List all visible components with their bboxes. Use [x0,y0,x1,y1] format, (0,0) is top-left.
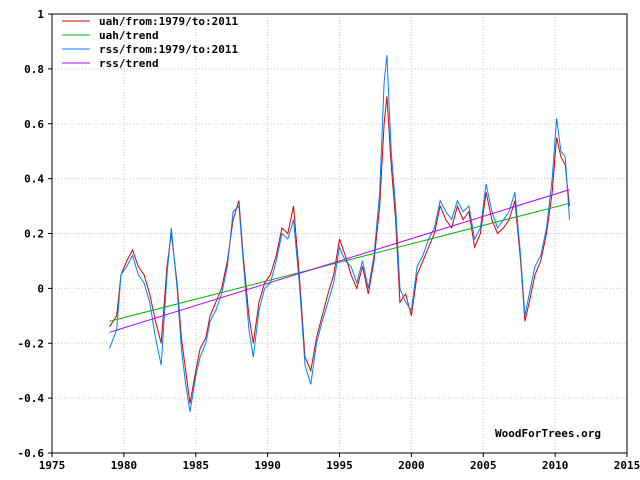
x-tick-label: 2015 [614,459,640,472]
y-axis: -0.6 -0.4 -0.2 0 0.2 0.4 0.6 0.8 1 [18,8,52,460]
y-tick-label: 0 [37,282,44,295]
series-line-uah-from-1979-to-2011 [109,96,570,404]
x-axis: 1975 1980 1985 1990 1995 2000 2005 2010 2015 [39,453,640,472]
legend-label: uah/from:1979/to:2011 [99,15,238,28]
credit-label: WoodForTrees.org [495,427,601,440]
y-tick-label: 0.2 [24,228,44,241]
series-line-rss-trend [109,189,570,333]
legend-label: uah/trend [99,29,159,42]
y-tick-label: 0.6 [24,118,44,131]
y-tick-label: -0.2 [18,337,45,350]
y-tick-label: 0.8 [24,63,44,76]
y-tick-label: 0.4 [24,173,44,186]
x-tick-label: 1990 [254,459,281,472]
series-group [109,55,570,412]
series-line-rss-from-1979-to-2011 [109,55,570,412]
legend-label: rss/from:1979/to:2011 [99,43,238,56]
x-tick-label: 2005 [470,459,497,472]
legend-label: rss/trend [99,57,159,70]
x-tick-label: 1975 [39,459,66,472]
x-tick-label: 2000 [398,459,425,472]
series-line-uah-trend [109,202,570,322]
legend: uah/from:1979/to:2011uah/trendrss/from:1… [62,15,238,70]
x-tick-label: 2010 [542,459,569,472]
y-tick-label: -0.4 [18,392,45,405]
x-tick-label: 1995 [326,459,353,472]
y-tick-label: -0.6 [18,447,45,460]
y-tick-label: 1 [37,8,44,21]
x-tick-label: 1980 [111,459,138,472]
x-tick-label: 1985 [183,459,210,472]
